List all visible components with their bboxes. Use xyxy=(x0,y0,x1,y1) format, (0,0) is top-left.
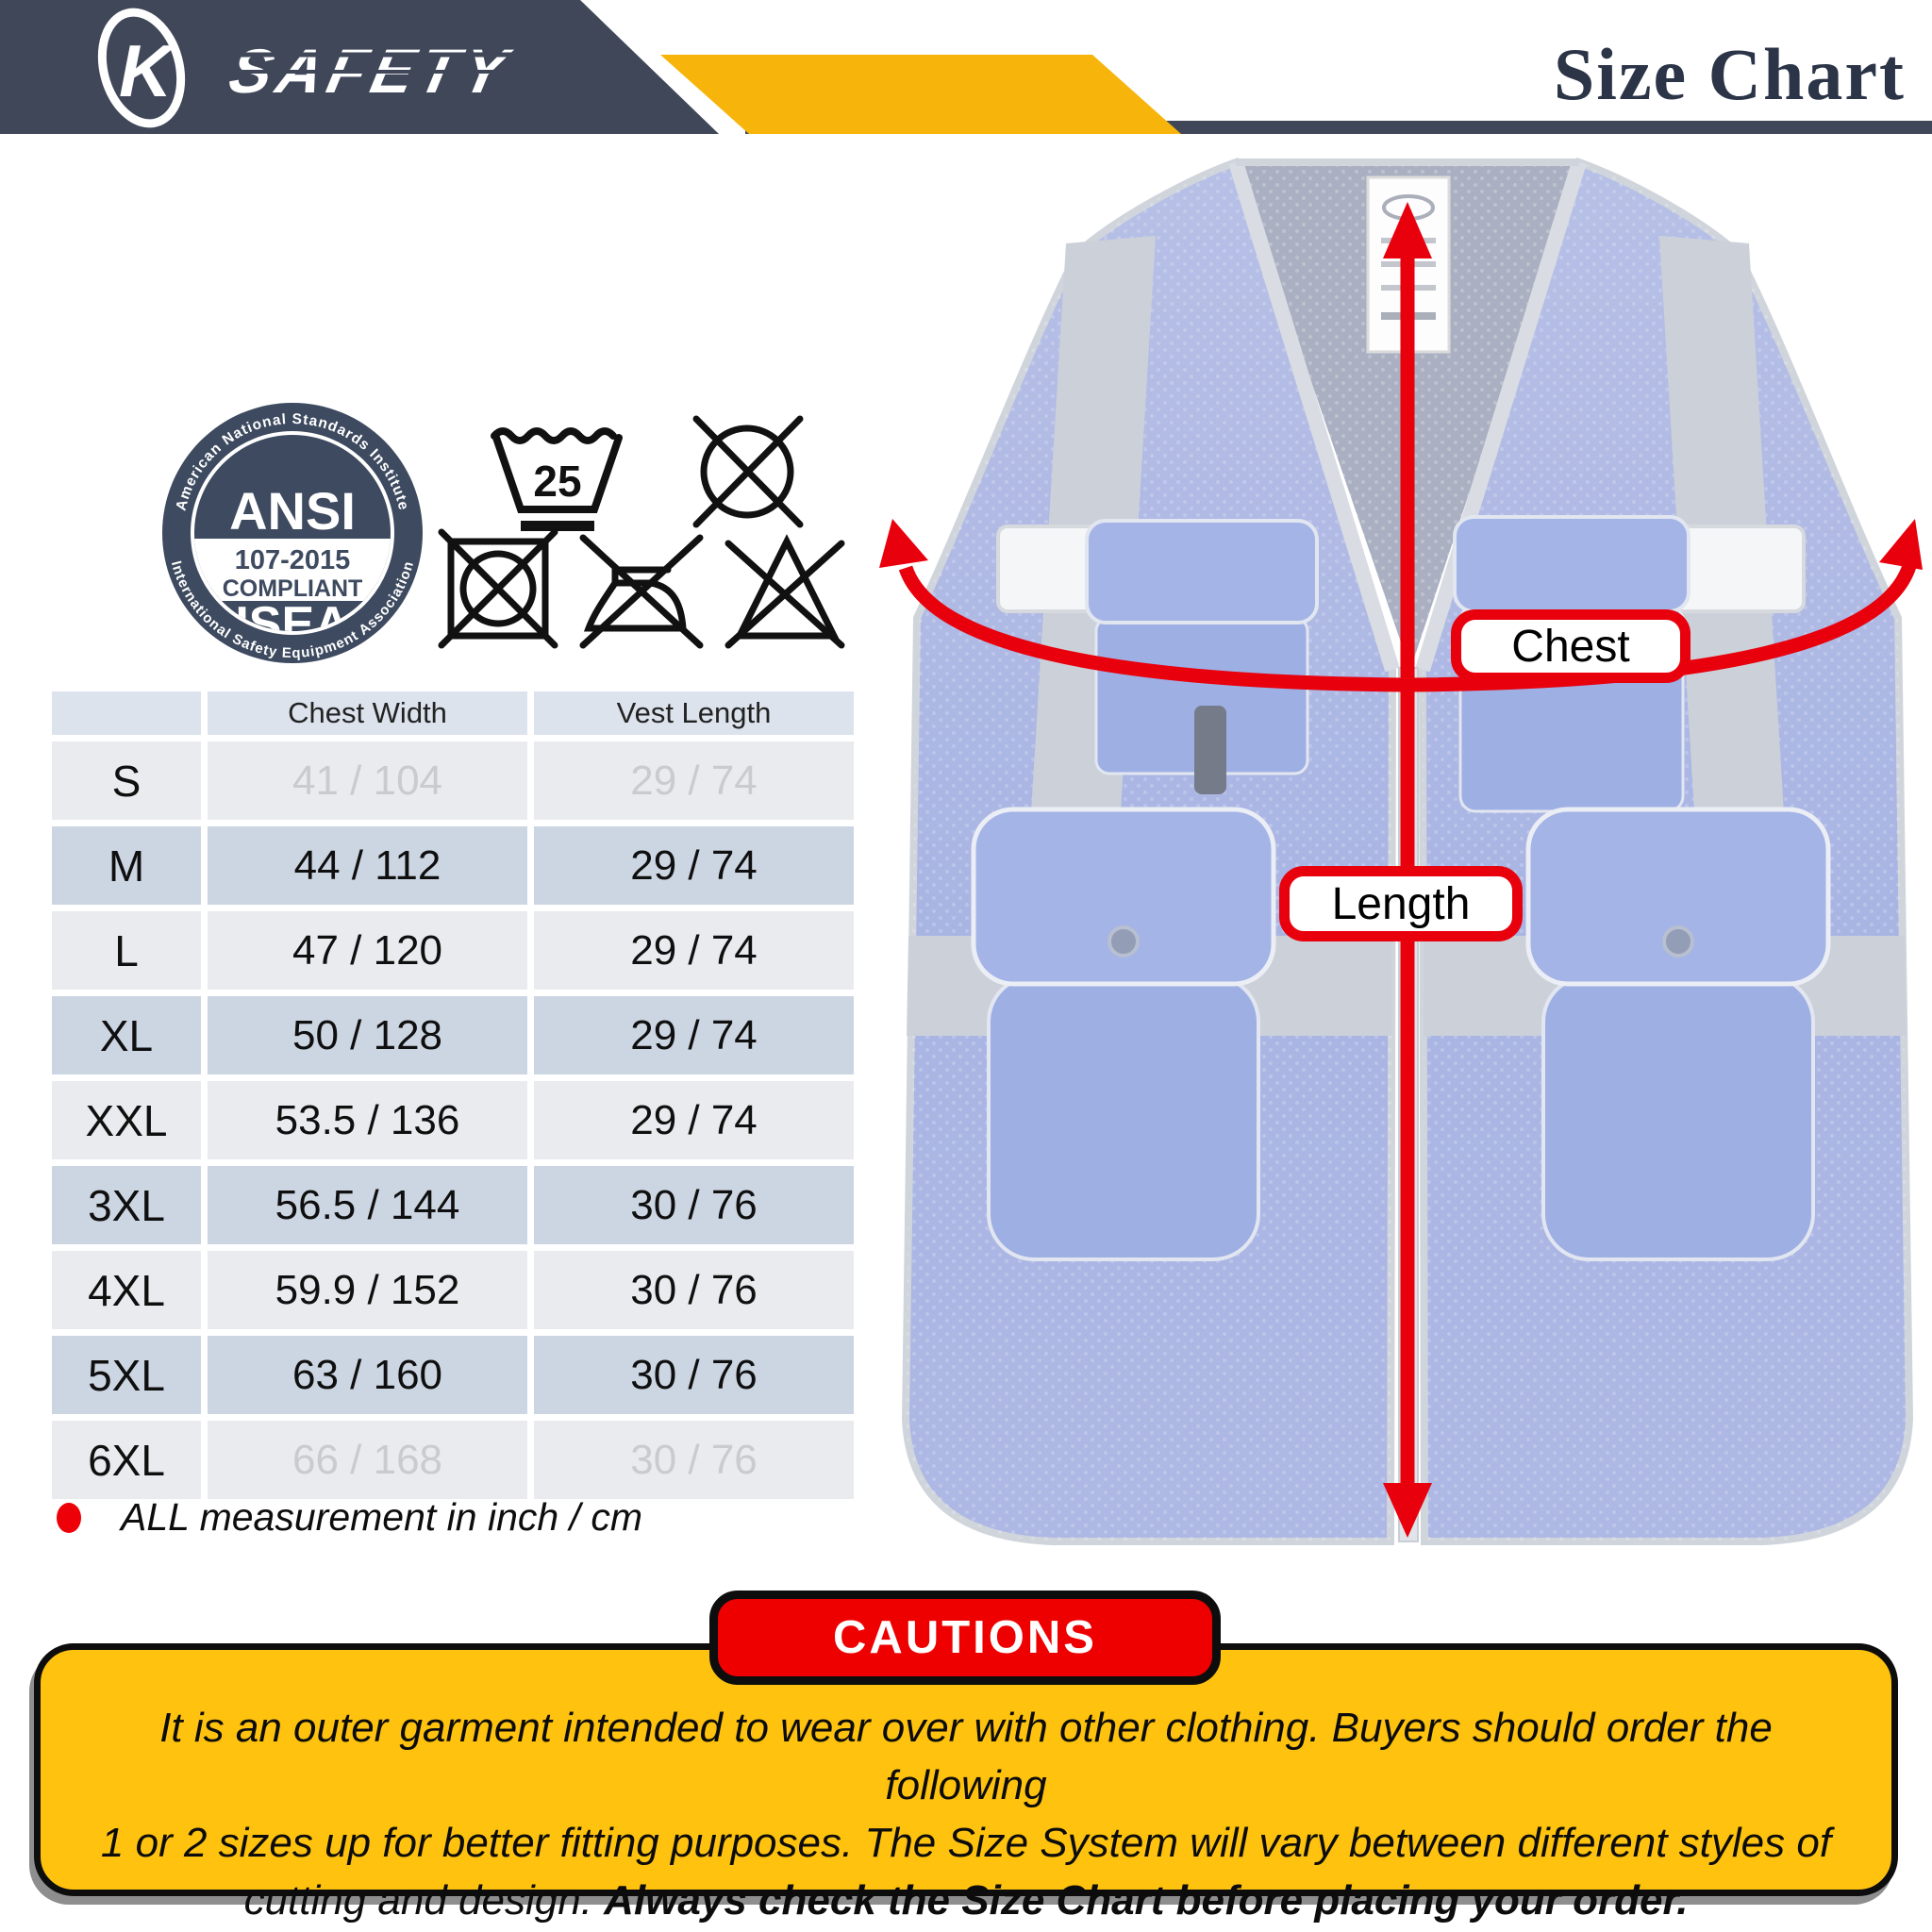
table-row: M 44 / 112 29 / 74 xyxy=(52,826,854,905)
chest-cell: 44 / 112 xyxy=(208,826,527,905)
badge-white-band xyxy=(194,539,391,601)
cargo-pocket-left-body xyxy=(987,974,1260,1261)
page-title: Size Chart xyxy=(1553,33,1906,115)
logo-mark: K xyxy=(119,29,177,112)
chest-callout: Chest xyxy=(1451,609,1690,683)
caution-badge-label: CAUTIONS xyxy=(833,1612,1097,1663)
measurement-note: ALL measurement in inch / cm xyxy=(57,1495,642,1540)
length-callout: Length xyxy=(1279,866,1523,941)
ansi-isea-badge: ANSI 107-2015 COMPLIANT ISEA American Na… xyxy=(162,403,423,663)
header-cell-blank xyxy=(52,691,201,735)
length-cell: 29 / 74 xyxy=(534,996,854,1074)
cargo-pocket-right-flap xyxy=(1525,807,1831,987)
size-table: Chest Width Vest Length S 41 / 104 29 / … xyxy=(52,691,854,1506)
snap-button-left xyxy=(1108,925,1140,958)
svg-text:25: 25 xyxy=(533,457,581,506)
table-row: S 41 / 104 29 / 74 xyxy=(52,741,854,820)
size-cell: 5XL xyxy=(52,1336,201,1414)
caution-line-2: 1 or 2 sizes up for better fitting purpo… xyxy=(100,1820,1832,1866)
care-icons: 25 xyxy=(438,415,845,649)
size-cell: L xyxy=(52,911,201,990)
size-cell: M xyxy=(52,826,201,905)
pen-clip xyxy=(1194,706,1226,794)
chest-cell: 66 / 168 xyxy=(208,1421,527,1499)
badge-ansi-text: ANSI xyxy=(229,481,356,541)
chest-pocket-right-flap xyxy=(1453,515,1690,613)
chest-arrow-left-icon xyxy=(879,519,928,568)
badge-compliant-text: COMPLIANT xyxy=(223,575,363,602)
table-row: 3XL 56.5 / 144 30 / 76 xyxy=(52,1166,854,1244)
header-cell-chest: Chest Width xyxy=(208,691,527,735)
chest-cell: 53.5 / 136 xyxy=(208,1081,527,1159)
vest-illustration xyxy=(879,157,1923,1545)
header-cell-length: Vest Length xyxy=(534,691,854,735)
length-cell: 30 / 76 xyxy=(534,1421,854,1499)
length-cell: 30 / 76 xyxy=(534,1336,854,1414)
size-cell: 3XL xyxy=(52,1166,201,1244)
vest-body xyxy=(901,157,1914,1545)
chest-cell: 41 / 104 xyxy=(208,741,527,820)
length-cell: 29 / 74 xyxy=(534,911,854,990)
length-arrow-down-icon xyxy=(1383,1483,1432,1538)
chest-girth-arc xyxy=(898,563,1917,692)
note-text: ALL measurement in inch / cm xyxy=(121,1495,642,1539)
caution-badge: CAUTIONS xyxy=(709,1591,1221,1685)
table-row: XL 50 / 128 29 / 74 xyxy=(52,996,854,1074)
size-cell: XXL xyxy=(52,1081,201,1159)
caution-box: It is an outer garment intended to wear … xyxy=(34,1643,1898,1924)
logo-oval-icon xyxy=(97,8,186,128)
table-row: 6XL 66 / 168 30 / 76 xyxy=(52,1421,854,1499)
badge-standard-text: 107-2015 xyxy=(235,545,351,575)
size-cell: 4XL xyxy=(52,1251,201,1329)
size-cell: XL xyxy=(52,996,201,1074)
chest-cell: 47 / 120 xyxy=(208,911,527,990)
do-not-dry-clean-icon xyxy=(692,415,804,528)
lapel-left xyxy=(1228,159,1400,673)
size-cell: S xyxy=(52,741,201,820)
cargo-pocket-right-body xyxy=(1541,974,1815,1261)
do-not-iron-icon xyxy=(579,534,704,649)
machine-wash-25-icon: 25 xyxy=(491,427,623,531)
lapel-right xyxy=(1415,159,1587,673)
caution-line-3: cutting and design. xyxy=(243,1877,605,1924)
table-row: XXL 53.5 / 136 29 / 74 xyxy=(52,1081,854,1159)
header-yellow-accent xyxy=(660,55,1181,134)
length-cell: 29 / 74 xyxy=(534,1081,854,1159)
header-banner: K SAFETY xyxy=(0,0,1932,134)
cargo-pocket-left-flap xyxy=(971,807,1276,987)
chest-cell: 50 / 128 xyxy=(208,996,527,1074)
do-not-bleach-icon xyxy=(724,534,845,649)
size-cell: 6XL xyxy=(52,1421,201,1499)
table-row: L 47 / 120 29 / 74 xyxy=(52,911,854,990)
length-cell: 30 / 76 xyxy=(534,1166,854,1244)
length-cell: 29 / 74 xyxy=(534,826,854,905)
chest-cell: 56.5 / 144 xyxy=(208,1166,527,1244)
table-header-row: Chest Width Vest Length xyxy=(52,691,854,735)
chest-pocket-left-flap xyxy=(1085,519,1319,625)
chest-arrow-right-icon xyxy=(1879,519,1923,570)
caution-line-3-bold: Always check the Size Chart before placi… xyxy=(604,1877,1689,1924)
brand-logo: K SAFETY xyxy=(97,8,557,128)
caution-line-1: It is an outer garment intended to wear … xyxy=(159,1705,1773,1808)
do-not-tumble-dry-icon xyxy=(438,528,558,649)
snap-button-right xyxy=(1662,925,1694,958)
table-row: 5XL 63 / 160 30 / 76 xyxy=(52,1336,854,1414)
caution-text: It is an outer garment intended to wear … xyxy=(97,1699,1835,1929)
length-cell: 30 / 76 xyxy=(534,1251,854,1329)
length-cell: 29 / 74 xyxy=(534,741,854,820)
length-arrow-up-icon xyxy=(1383,202,1432,258)
chest-cell: 63 / 160 xyxy=(208,1336,527,1414)
chest-cell: 59.9 / 152 xyxy=(208,1251,527,1329)
table-row: 4XL 59.9 / 152 30 / 76 xyxy=(52,1251,854,1329)
red-bullet-icon xyxy=(57,1502,81,1533)
